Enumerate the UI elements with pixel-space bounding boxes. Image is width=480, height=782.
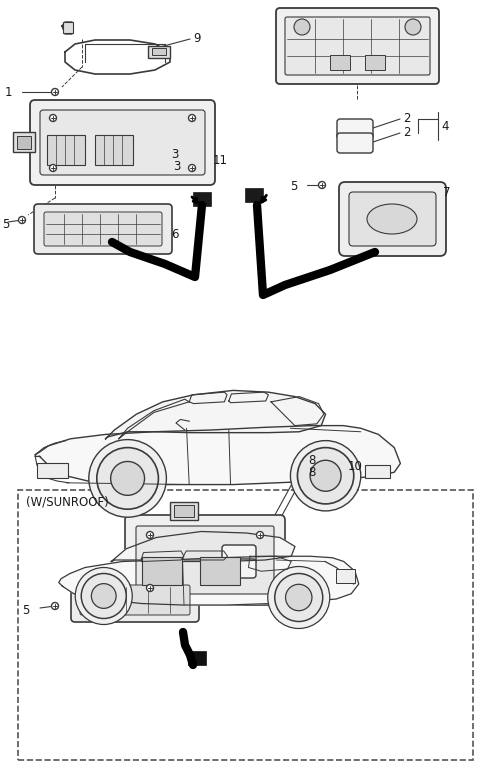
Circle shape [146, 532, 154, 539]
Circle shape [89, 439, 167, 517]
Text: 3: 3 [171, 149, 179, 162]
Bar [188, 651, 206, 665]
Circle shape [111, 461, 144, 495]
Text: 3: 3 [173, 160, 180, 174]
Circle shape [51, 602, 59, 609]
Circle shape [290, 440, 361, 511]
Circle shape [268, 566, 330, 629]
FancyBboxPatch shape [337, 119, 373, 139]
Text: 5: 5 [22, 604, 29, 616]
Circle shape [310, 461, 341, 491]
Circle shape [91, 583, 116, 608]
Polygon shape [111, 532, 295, 561]
Ellipse shape [367, 204, 417, 234]
Circle shape [189, 164, 195, 171]
Bar [47, 135, 85, 165]
FancyBboxPatch shape [339, 182, 446, 256]
Text: (W/SUNROOF): (W/SUNROOF) [26, 496, 109, 508]
Bar [142, 557, 182, 585]
Bar [330, 55, 350, 70]
Circle shape [97, 447, 158, 509]
Bar [193, 192, 211, 206]
FancyBboxPatch shape [136, 526, 274, 594]
Bar [200, 557, 240, 585]
Bar [336, 569, 355, 583]
Circle shape [49, 114, 57, 121]
FancyBboxPatch shape [285, 17, 430, 75]
FancyBboxPatch shape [222, 559, 256, 578]
Bar [17, 136, 31, 149]
Bar [18, 490, 473, 760]
Bar [63, 22, 73, 33]
FancyBboxPatch shape [276, 8, 439, 84]
Text: 10: 10 [348, 461, 363, 473]
Polygon shape [59, 556, 359, 605]
Text: 8: 8 [308, 454, 315, 467]
Circle shape [146, 584, 154, 591]
Text: 5: 5 [290, 181, 298, 193]
Circle shape [81, 573, 126, 619]
Bar [13, 132, 35, 152]
Text: 9: 9 [193, 33, 201, 45]
Circle shape [319, 181, 325, 188]
Bar [152, 48, 166, 55]
Bar [245, 188, 263, 202]
FancyBboxPatch shape [40, 110, 205, 175]
Bar [170, 502, 198, 520]
Polygon shape [35, 425, 400, 485]
Bar [148, 46, 170, 58]
Text: 2: 2 [403, 127, 410, 139]
Circle shape [75, 568, 132, 625]
Bar [365, 55, 385, 70]
Text: 2: 2 [403, 113, 410, 125]
Circle shape [189, 114, 195, 121]
Text: 11: 11 [213, 155, 228, 167]
Circle shape [405, 19, 421, 35]
Text: 8: 8 [308, 467, 315, 479]
Polygon shape [106, 390, 325, 439]
Text: 5: 5 [2, 217, 10, 231]
Circle shape [286, 584, 312, 611]
Text: 1: 1 [5, 85, 12, 99]
FancyBboxPatch shape [349, 192, 436, 246]
FancyBboxPatch shape [222, 545, 256, 564]
Circle shape [256, 532, 264, 539]
FancyBboxPatch shape [125, 515, 285, 605]
Bar [365, 465, 390, 479]
Text: 6: 6 [171, 228, 179, 241]
Circle shape [294, 19, 310, 35]
FancyBboxPatch shape [337, 133, 373, 153]
FancyBboxPatch shape [71, 578, 199, 622]
Circle shape [298, 447, 354, 504]
Circle shape [49, 164, 57, 171]
FancyBboxPatch shape [34, 204, 172, 254]
Bar [37, 463, 68, 479]
FancyBboxPatch shape [44, 212, 162, 246]
Circle shape [275, 573, 323, 622]
Text: 4: 4 [441, 120, 448, 132]
Circle shape [51, 88, 59, 95]
Bar [174, 505, 194, 517]
FancyBboxPatch shape [80, 585, 190, 615]
Circle shape [19, 217, 25, 224]
FancyBboxPatch shape [30, 100, 215, 185]
Bar [95, 135, 133, 165]
Text: 7: 7 [443, 185, 451, 199]
